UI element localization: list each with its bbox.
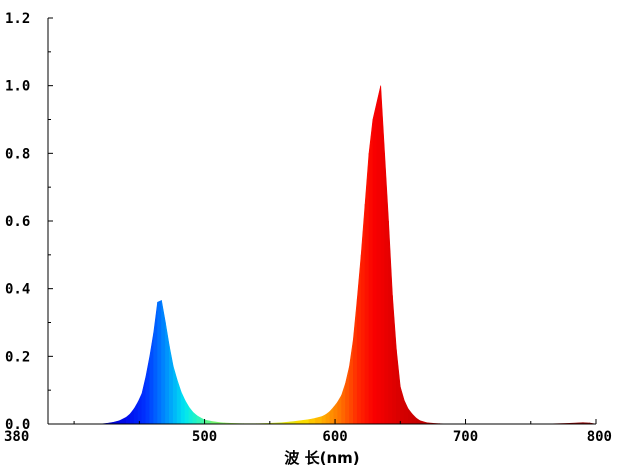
spectrum-segment bbox=[376, 85, 382, 425]
y-tick-label: 1.0 bbox=[5, 79, 30, 95]
x-axis-title: 波 长(nm) bbox=[284, 449, 359, 467]
spectrum-segment bbox=[137, 393, 143, 425]
spectrum-segment bbox=[176, 379, 182, 425]
y-tick-label: 0.2 bbox=[5, 349, 30, 365]
y-axis-ticks: 0.0 0.2 0.4 0.6 0.8 1.0 1.2 bbox=[5, 11, 53, 433]
spectrum-segment bbox=[192, 411, 198, 425]
spectrum-segment bbox=[388, 220, 393, 425]
x-tick-label: 700 bbox=[453, 429, 478, 445]
spectrum-segment bbox=[308, 417, 316, 425]
spectrum-segment bbox=[396, 349, 401, 425]
spectrum-segment bbox=[345, 366, 350, 425]
spectrum-segment bbox=[141, 376, 147, 425]
spectrum-segment bbox=[399, 386, 405, 425]
spectrum-segment bbox=[333, 401, 338, 425]
spectrum-segment bbox=[411, 413, 417, 425]
spectrum-segment bbox=[372, 102, 378, 425]
x-tick-label: 380 bbox=[4, 429, 29, 445]
x-tick-label: 800 bbox=[587, 429, 612, 445]
spectrum-segment bbox=[153, 302, 158, 425]
y-tick-label: 1.2 bbox=[5, 11, 30, 27]
spectrum-segment bbox=[129, 407, 135, 425]
spectrum-segment bbox=[184, 399, 190, 425]
spectrum-segment bbox=[188, 406, 194, 425]
spectrum-segment bbox=[149, 332, 154, 425]
spectrum-segment bbox=[204, 419, 212, 425]
spectrum-segment bbox=[119, 416, 127, 425]
spectrum-segment bbox=[315, 416, 323, 425]
x-tick-label: 500 bbox=[192, 429, 217, 445]
spectrum-segment bbox=[295, 419, 310, 425]
spectrum-segment bbox=[364, 153, 370, 425]
spectrum-segment bbox=[112, 420, 121, 425]
spectrum-segment bbox=[169, 346, 174, 425]
y-tick-label: 0.0 bbox=[5, 417, 30, 433]
y-tick-label: 0.6 bbox=[5, 214, 30, 230]
spectrum-segment bbox=[384, 153, 389, 425]
spectrum-segment bbox=[133, 400, 139, 425]
spectrum-segment bbox=[341, 383, 346, 425]
spectrum-segment bbox=[368, 119, 374, 425]
spectrum-segment bbox=[196, 415, 201, 425]
spectrum-segment bbox=[165, 322, 170, 425]
spectrum-segment bbox=[419, 420, 427, 425]
spectrum-segment bbox=[157, 300, 162, 425]
spectrum-segment bbox=[200, 417, 205, 425]
spectrum-segment bbox=[321, 414, 327, 425]
spectrum-segment bbox=[380, 85, 385, 425]
spectrum-segment bbox=[180, 391, 186, 425]
spectrum-segment bbox=[172, 366, 178, 425]
spectrum-segment bbox=[161, 300, 166, 425]
spectrum-segment bbox=[407, 407, 413, 425]
spectrum-segment bbox=[356, 254, 362, 425]
spectrum-segment bbox=[325, 410, 331, 425]
spectrum-segment bbox=[349, 339, 354, 425]
spectrum-segment bbox=[392, 295, 397, 425]
spectrum-area bbox=[100, 85, 597, 425]
x-tick-label: 600 bbox=[322, 429, 347, 445]
y-tick-label: 0.4 bbox=[5, 282, 30, 298]
spectrum-segment bbox=[415, 417, 421, 425]
y-tick-label: 0.8 bbox=[5, 146, 30, 162]
spectrum-segment bbox=[145, 356, 151, 425]
spectrum-segment bbox=[403, 400, 409, 425]
spectrum-segment bbox=[360, 204, 366, 425]
x-axis-ticks: 380 500 600 700 800 bbox=[4, 419, 612, 445]
spectrum-segment bbox=[125, 413, 131, 425]
spectrum-segment bbox=[337, 394, 342, 425]
spectrum-segment bbox=[353, 298, 358, 425]
spectrum-segment bbox=[329, 406, 335, 425]
